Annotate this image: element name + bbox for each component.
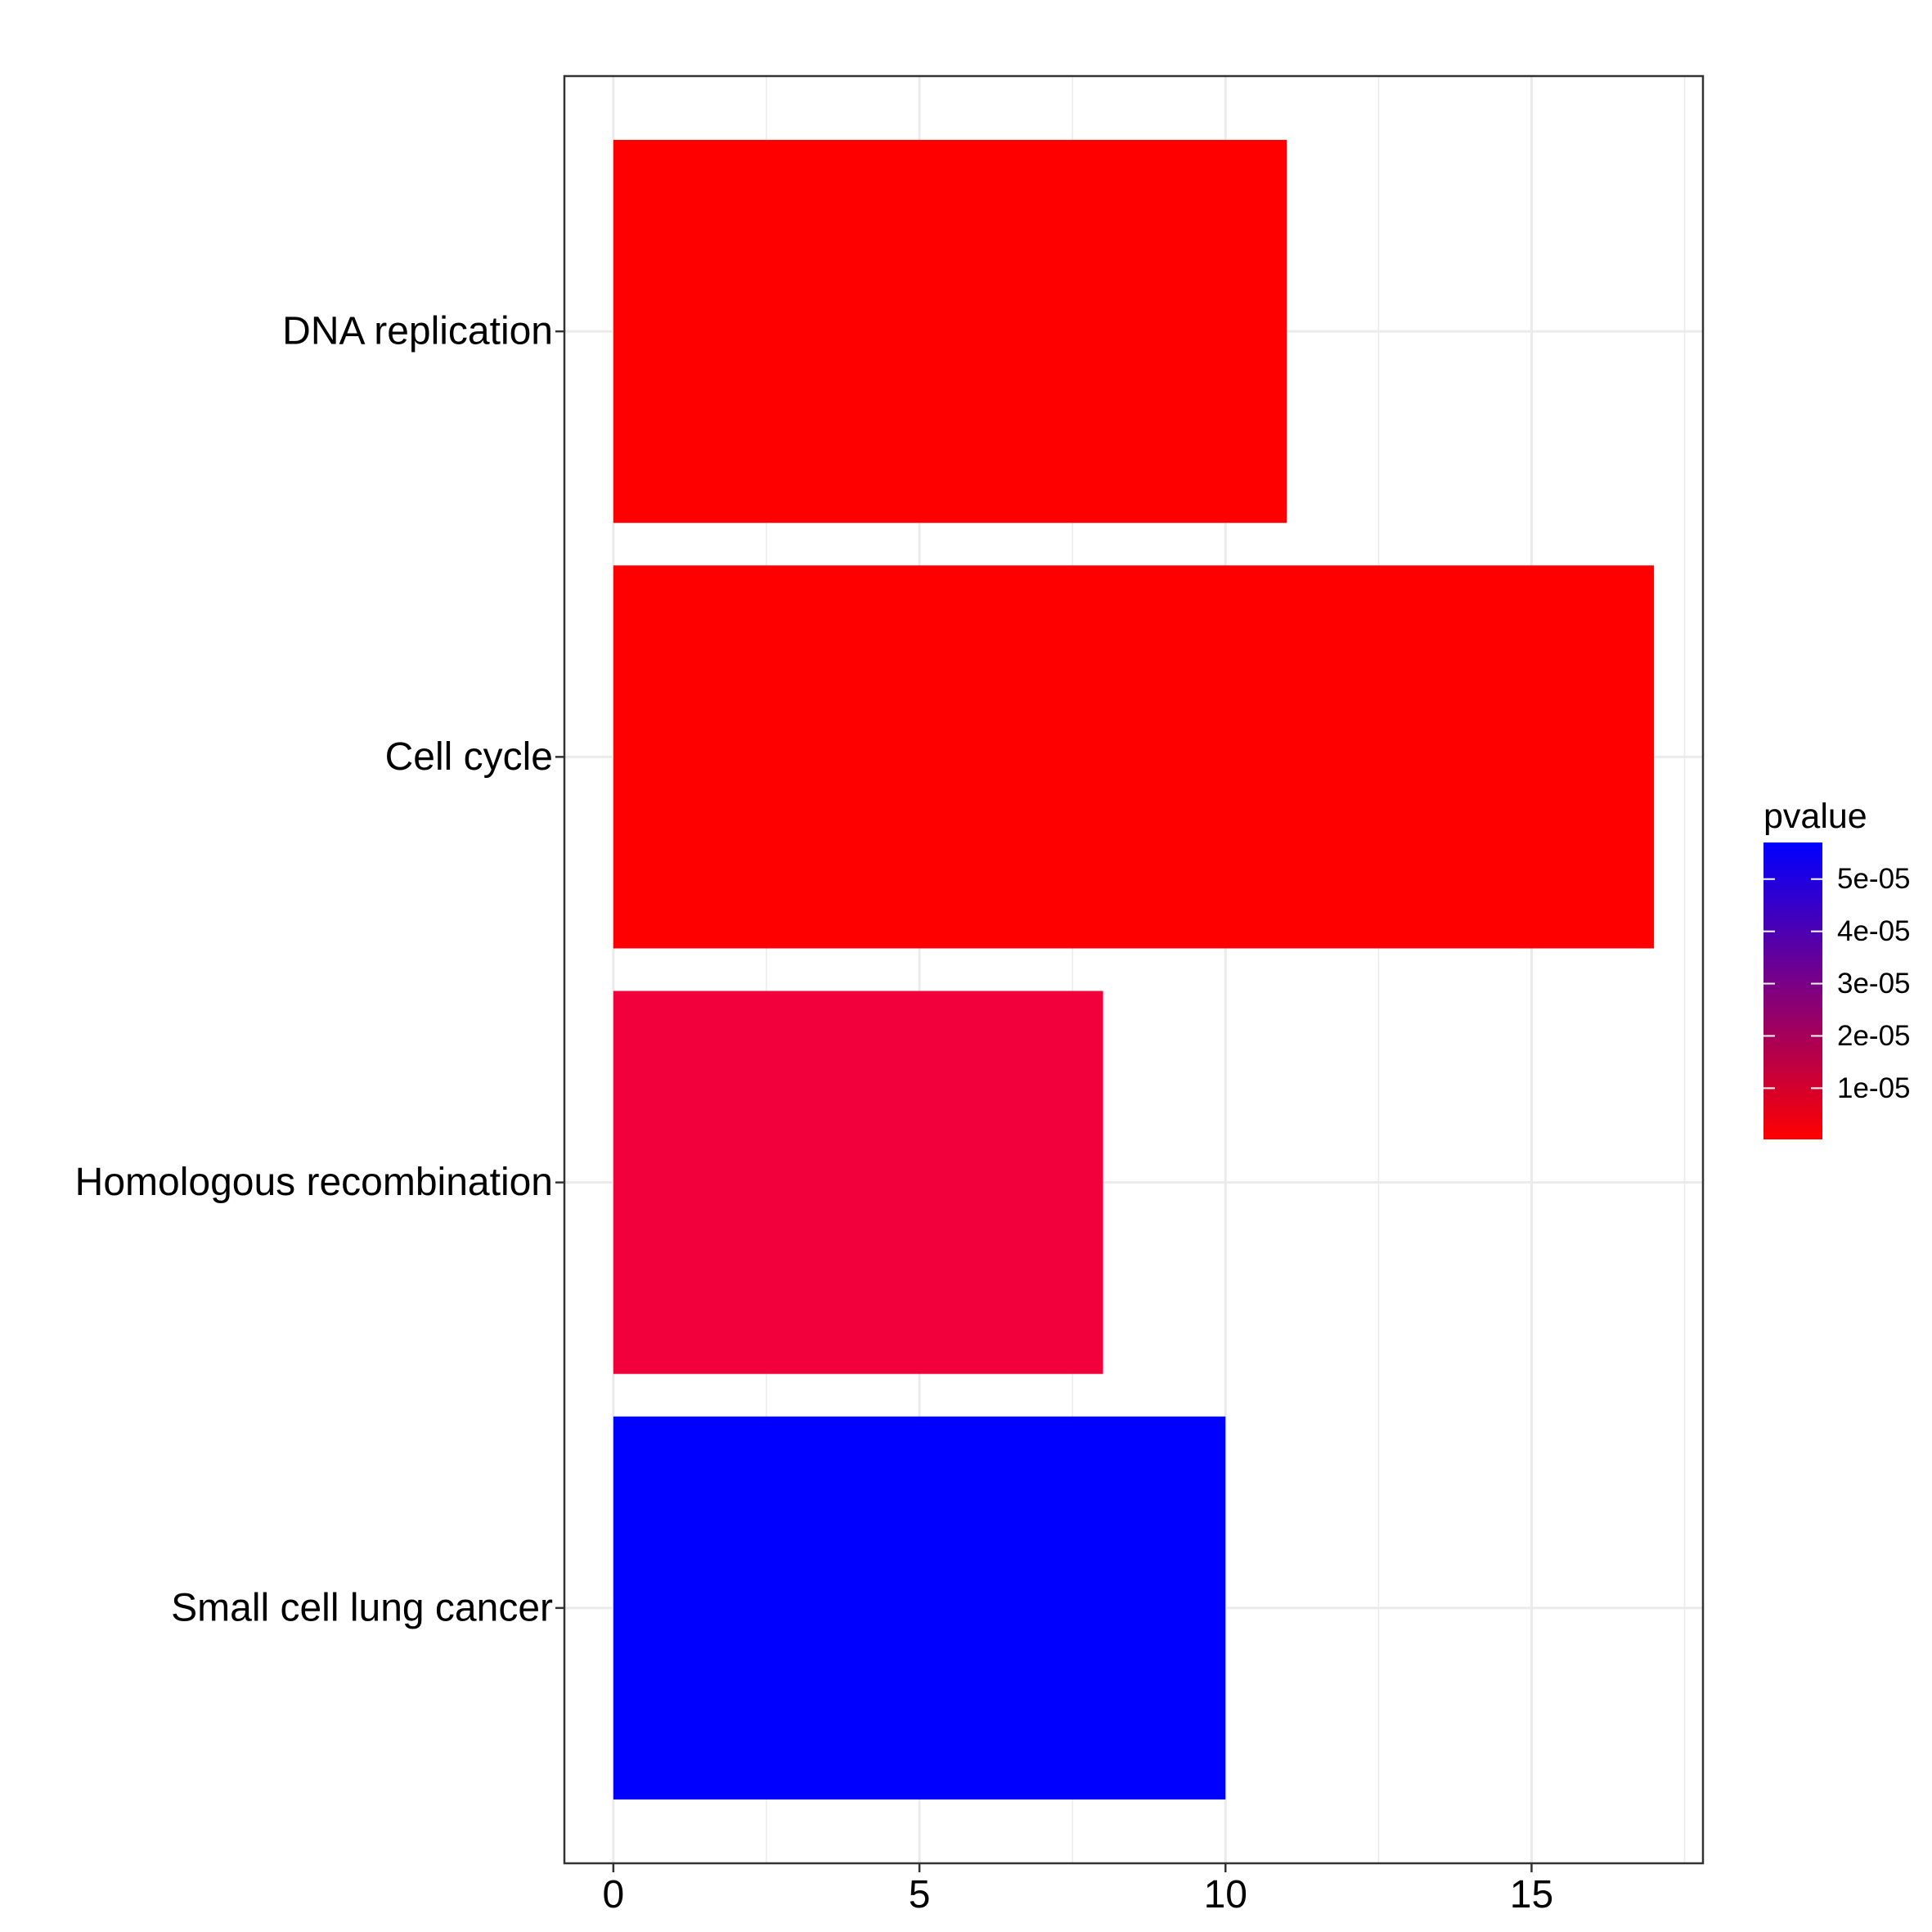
x-tick-label: 0 (603, 1873, 625, 1916)
legend-title: pvalue (1764, 797, 1867, 836)
y-tick-label: Small cell lung cancer (171, 1586, 553, 1629)
legend-tick-label: 1e-05 (1837, 1072, 1911, 1104)
x-axis: 0 5 10 15 (603, 1863, 1553, 1916)
x-tick-label: 5 (909, 1873, 931, 1916)
y-tick-label: DNA replication (282, 310, 553, 353)
legend-tick-label: 3e-05 (1837, 968, 1911, 1000)
legend-tick-label: 2e-05 (1837, 1020, 1911, 1052)
plot-panel-border (563, 74, 1705, 1865)
y-axis: DNA replication Cell cycle Homologous reco… (75, 310, 564, 1629)
x-tick-label: 10 (1204, 1873, 1247, 1916)
bar (613, 1416, 1226, 1799)
legend: pvalue 1e-05 2e-05 3e-05 4e-05 5e-05 (1764, 797, 1911, 1139)
legend-colorbar (1764, 842, 1822, 1139)
bar (613, 565, 1655, 949)
legend-ticks: 1e-05 2e-05 3e-05 4e-05 5e-05 (1764, 863, 1911, 1104)
y-tick-label: Homologous recombination (75, 1161, 553, 1204)
x-tick-label: 15 (1510, 1873, 1553, 1916)
bar (613, 140, 1287, 523)
y-tick-label: Cell cycle (385, 735, 553, 779)
bars (613, 140, 1655, 1799)
legend-tick-label: 5e-05 (1837, 863, 1911, 895)
legend-tick-label: 4e-05 (1837, 915, 1911, 947)
bar (613, 991, 1103, 1374)
